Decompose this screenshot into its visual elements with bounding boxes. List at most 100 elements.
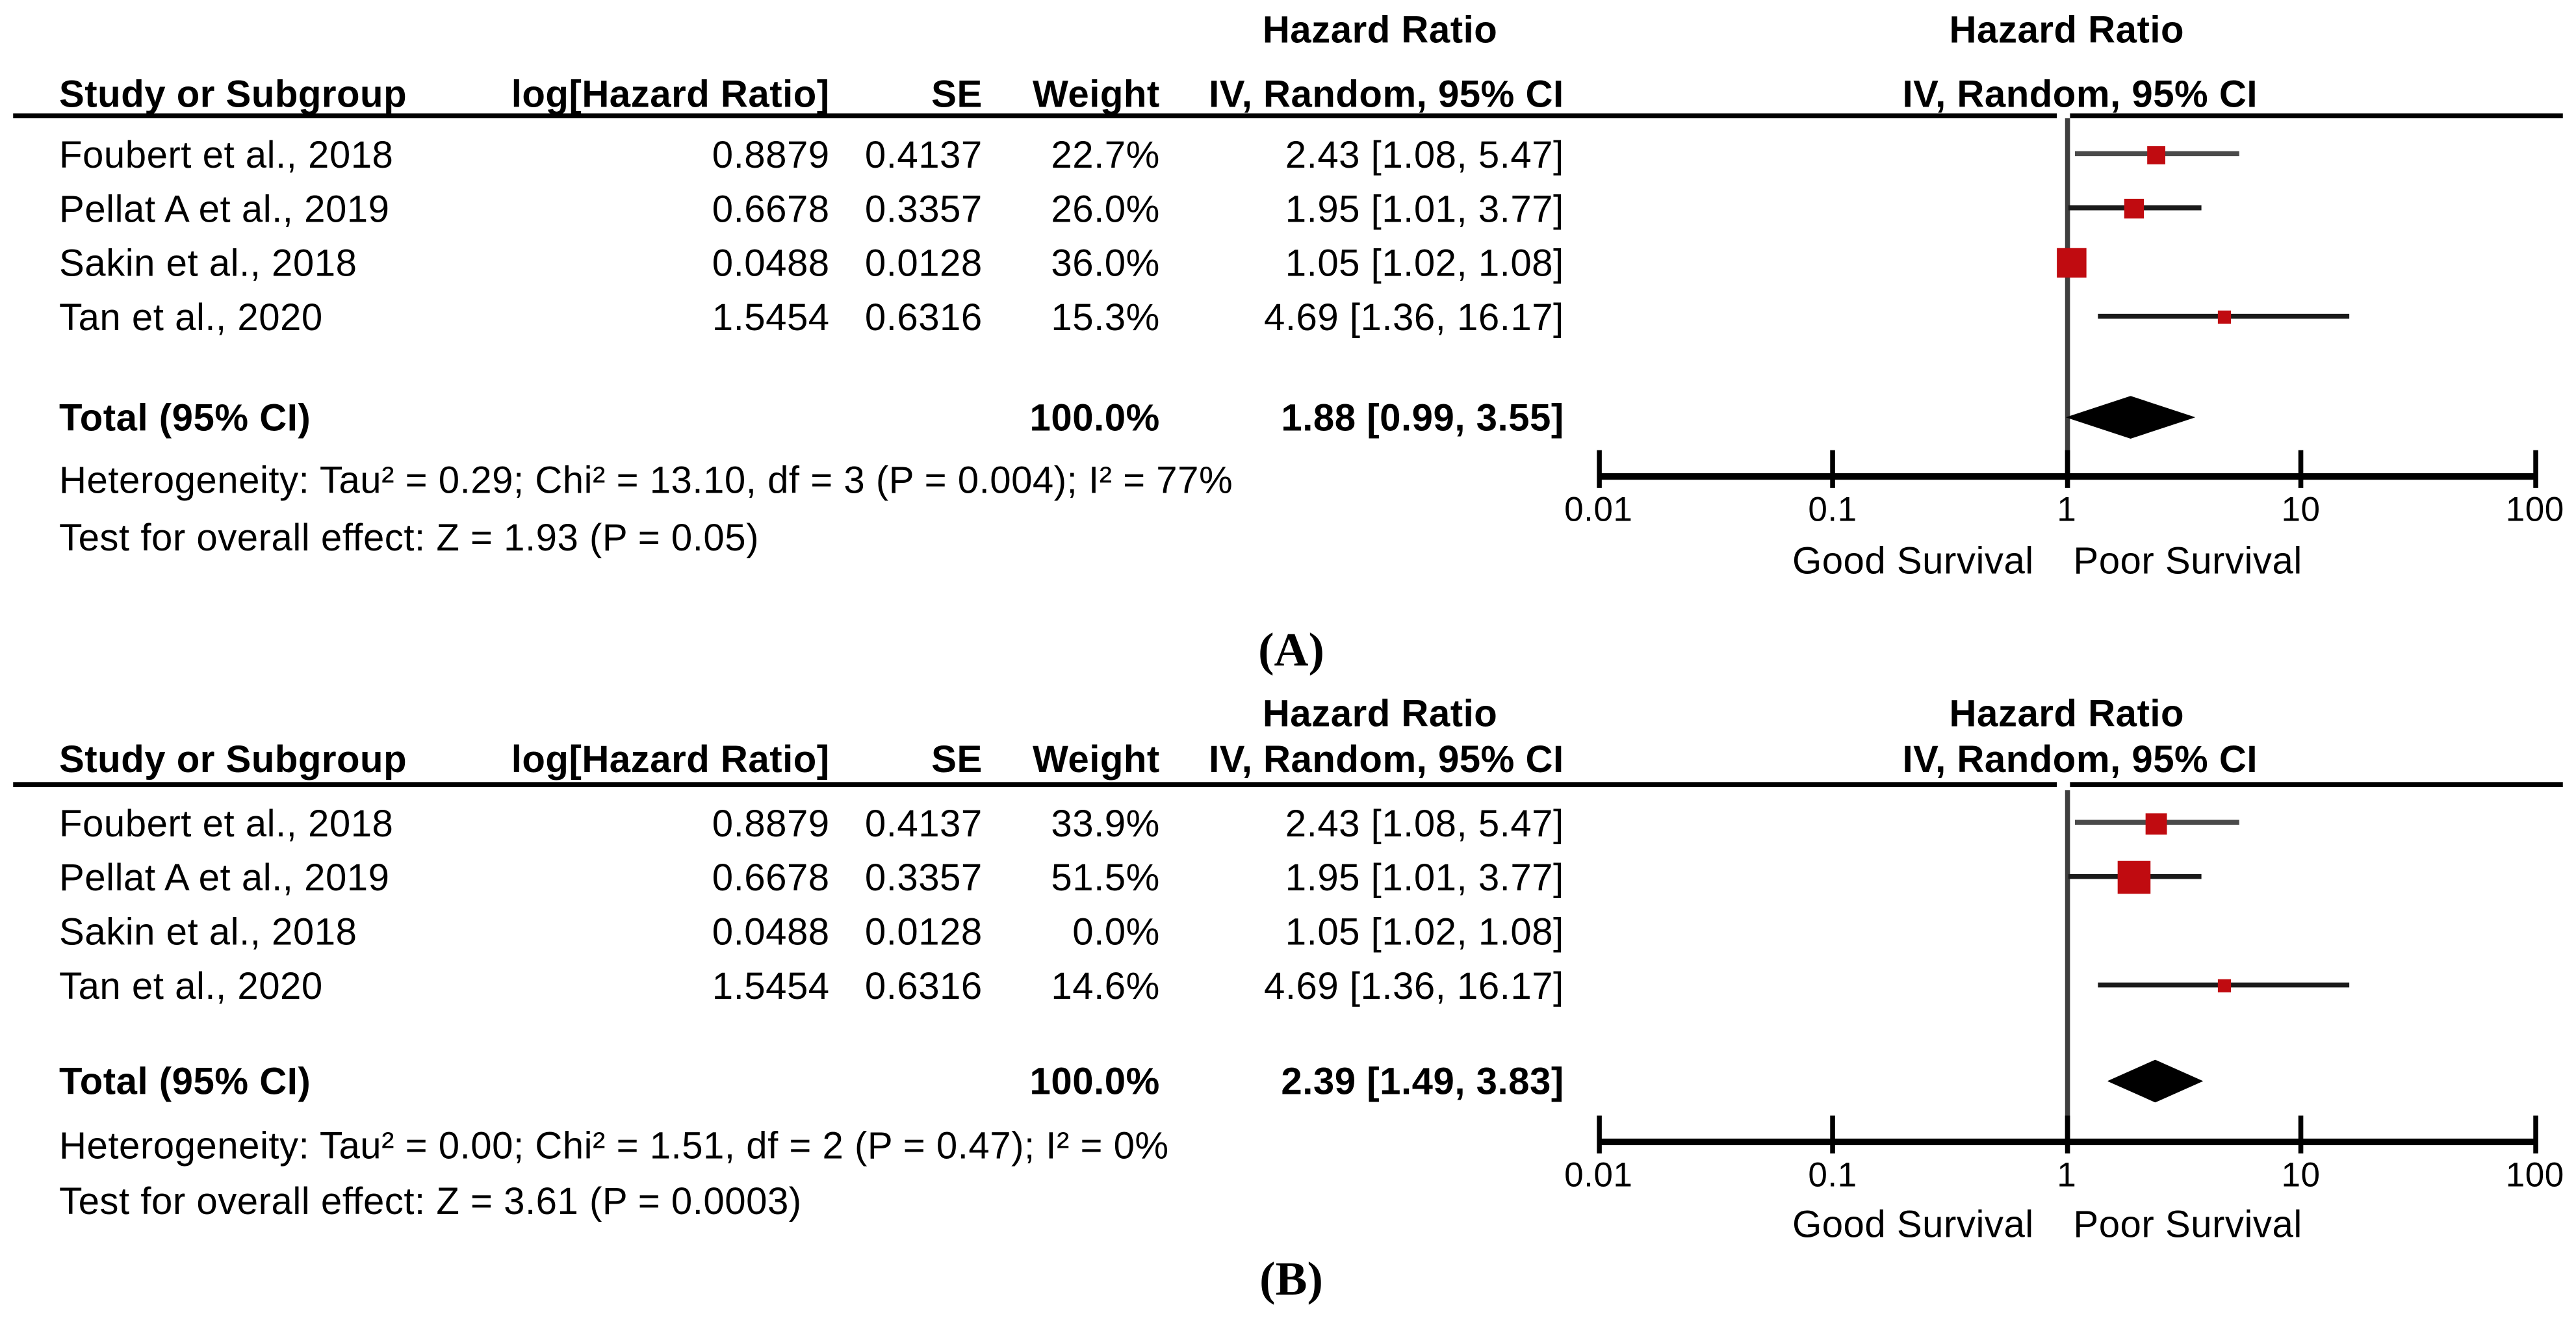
effect-estimate-text: 1.95 [1.01, 3.77] (1285, 856, 1564, 899)
heterogeneity-text: Heterogeneity: Tau² = 0.00; Chi² = 1.51,… (59, 1124, 1169, 1167)
study-name: Foubert et al., 2018 (59, 133, 394, 176)
plot-header-sub: IV, Random, 95% CI (1902, 738, 2258, 781)
panel-label-a: (A) (1258, 624, 1324, 677)
effect-marker (2118, 860, 2152, 894)
header-rule-right (2070, 782, 2563, 787)
weight-value: 36.0% (1051, 241, 1160, 285)
se-value: 0.4137 (864, 133, 983, 176)
effect-estimate-text: 1.05 [1.02, 1.08] (1285, 910, 1564, 953)
axis-label-good-survival: Good Survival (1792, 1202, 2034, 1246)
axis-label-poor-survival: Poor Survival (2073, 539, 2302, 582)
forest-panel-a: Hazard Ratio Hazard Ratio Study or Subgr… (13, 8, 2564, 582)
plot-header-top: Hazard Ratio (1949, 8, 2185, 51)
column-header-study: Study or Subgroup (59, 72, 407, 115)
effect-marker (2146, 812, 2168, 834)
effect-marker (2148, 145, 2167, 164)
axis-tick-label: 0.01 (1564, 1156, 1633, 1195)
header-rule-right (2070, 113, 2563, 119)
weight-value: 22.7% (1051, 133, 1160, 176)
plot-header-top: Hazard Ratio (1949, 691, 2185, 735)
log-hr-value: 0.0488 (712, 910, 830, 953)
axis-tick-label: 10 (2281, 1156, 2321, 1195)
effect-estimate-text: 1.05 [1.02, 1.08] (1285, 241, 1564, 285)
axis-tick (2532, 1115, 2538, 1154)
total-weight: 100.0% (1029, 1059, 1160, 1103)
log-hr-value: 0.8879 (712, 133, 830, 176)
effect-marker (2057, 248, 2087, 278)
total-effect: 1.88 [0.99, 3.55] (1281, 396, 1564, 439)
axis-label-good-survival: Good Survival (1792, 539, 2034, 582)
table-effect-header-top: Hazard Ratio (1262, 8, 1498, 51)
effect-estimate-text: 4.69 [1.36, 16.17] (1263, 296, 1564, 339)
se-value: 0.3357 (864, 856, 983, 899)
axis-tick (2532, 450, 2538, 488)
effect-estimate-text: 2.43 [1.08, 5.47] (1285, 801, 1564, 845)
overall-effect-text: Test for overall effect: Z = 1.93 (P = 0… (59, 515, 760, 559)
overall-effect-text: Test for overall effect: Z = 3.61 (P = 0… (59, 1180, 802, 1222)
forest-panel-b: Hazard Ratio Hazard Ratio Study or Subgr… (0, 680, 2576, 1318)
axis-tick (1596, 450, 1601, 488)
column-header-study: Study or Subgroup (59, 738, 407, 781)
weight-value: 0.0% (1072, 910, 1160, 953)
study-name: Sakin et al., 2018 (59, 241, 357, 285)
panel-label-b: (B) (1259, 1253, 1323, 1306)
axis-tick (1830, 1115, 1835, 1154)
no-effect-line (2064, 790, 2070, 1143)
axis-tick-label: 0.1 (1808, 1156, 1857, 1195)
study-name: Pellat A et al., 2019 (59, 187, 390, 230)
summary-diamond (2065, 396, 2196, 439)
axis-label-poor-survival: Poor Survival (2073, 1202, 2302, 1246)
weight-value: 51.5% (1051, 856, 1160, 899)
study-name: Tan et al., 2020 (59, 296, 323, 339)
heterogeneity-text: Heterogeneity: Tau² = 0.29; Chi² = 13.10… (59, 458, 1233, 502)
axis-tick-label: 100 (2505, 491, 2564, 530)
weight-value: 15.3% (1051, 296, 1160, 339)
axis-tick-label: 100 (2505, 1156, 2564, 1195)
log-hr-value: 0.0488 (712, 241, 830, 285)
log-hr-value: 1.5454 (712, 296, 830, 339)
effect-marker (2217, 310, 2231, 324)
study-name: Sakin et al., 2018 (59, 910, 357, 953)
total-effect: 2.39 [1.49, 3.83] (1281, 1059, 1564, 1103)
effect-estimate-text: 2.43 [1.08, 5.47] (1285, 133, 1564, 176)
effect-marker (2217, 979, 2231, 992)
header-rule-left (13, 113, 2057, 119)
log-hr-value: 1.5454 (712, 964, 830, 1007)
header-rule-left (13, 782, 2057, 787)
column-header-weight: Weight (1033, 72, 1160, 115)
axis-tick-label: 0.01 (1564, 491, 1633, 530)
log-hr-value: 0.6678 (712, 856, 830, 899)
study-name: Tan et al., 2020 (59, 964, 323, 1007)
total-label: Total (95% CI) (59, 1059, 311, 1103)
effect-estimate-text: 4.69 [1.36, 16.17] (1263, 964, 1564, 1007)
se-value: 0.4137 (864, 801, 983, 845)
axis-tick-label: 10 (2281, 491, 2321, 530)
study-name: Foubert et al., 2018 (59, 801, 394, 845)
se-value: 0.6316 (864, 296, 983, 339)
column-header-log-hr: log[Hazard Ratio] (511, 738, 830, 781)
total-weight: 100.0% (1029, 396, 1160, 439)
summary-diamond (2107, 1059, 2204, 1103)
column-header-se: SE (931, 738, 983, 781)
table-effect-header-top: Hazard Ratio (1262, 691, 1498, 735)
column-header-effect: IV, Random, 95% CI (1209, 72, 1564, 115)
se-value: 0.3357 (864, 187, 983, 230)
study-name: Pellat A et al., 2019 (59, 856, 390, 899)
axis-tick (1830, 450, 1835, 488)
plot-header-sub: IV, Random, 95% CI (1902, 72, 2258, 115)
log-hr-value: 0.6678 (712, 187, 830, 230)
column-header-effect: IV, Random, 95% CI (1209, 738, 1564, 781)
weight-value: 33.9% (1051, 801, 1160, 845)
column-header-log-hr: log[Hazard Ratio] (511, 72, 830, 115)
effect-estimate-text: 1.95 [1.01, 3.77] (1285, 187, 1564, 230)
axis-tick (2064, 1115, 2070, 1154)
axis-tick-label: 1 (2057, 1156, 2077, 1195)
axis-tick (2298, 1115, 2304, 1154)
se-value: 0.0128 (864, 241, 983, 285)
axis-tick (2298, 450, 2304, 488)
se-value: 0.0128 (864, 910, 983, 953)
log-hr-value: 0.8879 (712, 801, 830, 845)
column-header-weight: Weight (1033, 738, 1160, 781)
weight-value: 14.6% (1051, 964, 1160, 1007)
